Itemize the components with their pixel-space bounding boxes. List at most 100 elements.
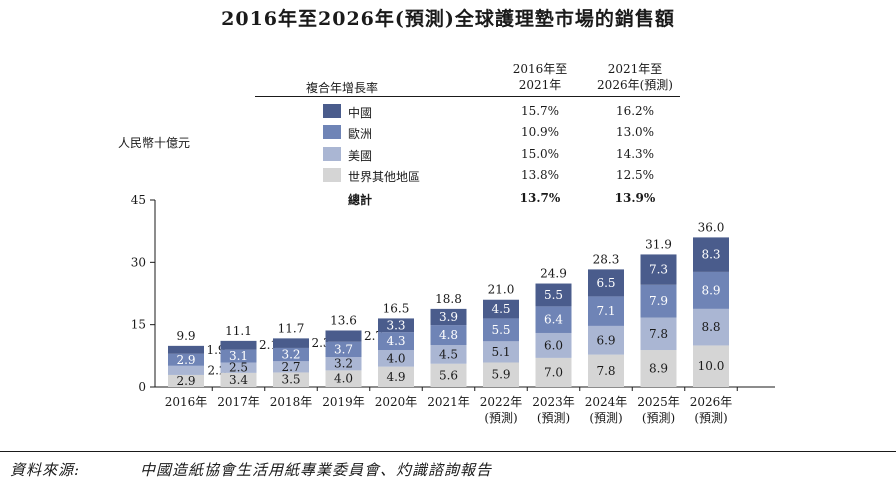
- bar-segment: [378, 366, 414, 387]
- data-label: 6.5: [596, 276, 615, 290]
- data-label: 4.0: [334, 372, 353, 386]
- total-label: 28.3: [593, 252, 620, 266]
- chart-title: 2016年至2026年(預測)全球護理墊市場的銷售額: [221, 8, 675, 30]
- data-label: 2.5: [229, 361, 248, 375]
- data-label: 4.8: [439, 328, 458, 342]
- bar-segment: [483, 341, 519, 363]
- bar-segment: [378, 332, 414, 351]
- data-label: 7.9: [649, 294, 668, 308]
- footer-divider: [0, 451, 896, 452]
- x-tick-label: 2022年: [480, 395, 523, 409]
- data-label: 2.9: [176, 374, 195, 388]
- legend-label-china: 中國: [348, 106, 373, 120]
- cagr-china-2021-2026: 16.2%: [615, 104, 655, 118]
- total-label: 31.9: [645, 237, 672, 251]
- data-label: 3.9: [439, 310, 458, 324]
- data-label: 3.7: [334, 342, 353, 356]
- data-label: 3.4: [229, 373, 248, 387]
- bar-segment: [273, 338, 309, 348]
- source-label: 資料來源:: [10, 461, 81, 479]
- total-label: 13.6: [330, 313, 357, 327]
- legend-swatch-china: [323, 104, 341, 118]
- y-tick-label: 15: [131, 318, 146, 332]
- total-label: 18.8: [435, 292, 462, 306]
- y-tick-label: 30: [131, 255, 146, 269]
- cagr-col1-line2: 2021年: [518, 78, 562, 92]
- data-label: 4.9: [386, 370, 405, 384]
- data-label: 7.0: [544, 365, 563, 379]
- data-label: 4.5: [439, 347, 458, 361]
- data-label: 4.0: [386, 351, 405, 365]
- total-label: 16.5: [383, 301, 410, 315]
- bar-segment: [640, 254, 677, 285]
- bar-segment: [430, 345, 467, 364]
- bar-segment: [693, 308, 729, 346]
- cagr-usa-2021-2026: 14.3%: [615, 147, 655, 161]
- bar-segment: [640, 284, 677, 318]
- bar-segment: [325, 370, 362, 387]
- total-label: 36.0: [698, 220, 725, 234]
- data-label: 10.0: [698, 359, 725, 373]
- bar-segment: [640, 350, 677, 387]
- bar-segment: [535, 306, 572, 333]
- x-tick-label: 2025年: [637, 395, 680, 409]
- data-label: 5.1: [491, 345, 510, 359]
- bar-segment: [325, 330, 362, 342]
- data-label: 7.8: [596, 364, 615, 378]
- bar-segment: [168, 353, 204, 366]
- source-text: 中國造紙協會生活用紙專業委員會、灼識諮詢報告: [140, 461, 493, 479]
- cagr-europe-2016-2021: 10.9%: [520, 125, 560, 139]
- data-label: 3.5: [281, 373, 300, 387]
- bar-segment: [588, 325, 624, 355]
- bar-segment: [535, 283, 572, 307]
- data-label: 5.9: [491, 368, 510, 382]
- x-tick-label: 2017年: [217, 395, 260, 409]
- bar-segment: [220, 362, 257, 373]
- data-label: 7.8: [649, 327, 668, 341]
- y-axis-label: 人民幣十億元: [118, 136, 191, 150]
- data-label: 2.7: [281, 360, 300, 374]
- data-label: 3.1: [229, 349, 248, 363]
- legend-label-usa: 美國: [348, 149, 373, 163]
- total-label: 11.1: [225, 324, 252, 338]
- cagr-total-label: 總計: [348, 193, 373, 207]
- data-label: 5.6: [439, 368, 458, 382]
- x-tick-label: 2016年: [165, 395, 208, 409]
- bar-segment: [273, 361, 309, 373]
- data-label: 7.3: [649, 263, 668, 277]
- cagr-usa-2016-2021: 15.0%: [520, 147, 560, 161]
- x-tick-label: 2021年: [427, 395, 470, 409]
- bar-segment: [483, 318, 519, 342]
- total-label: 9.9: [176, 329, 195, 343]
- bar-segment: [325, 341, 362, 358]
- legend-swatch-usa: [323, 147, 341, 161]
- bar-segment: [430, 308, 467, 326]
- total-label: 11.7: [278, 321, 305, 335]
- data-label: 8.9: [701, 283, 720, 297]
- bar-segment: [693, 237, 729, 272]
- data-label: 8.9: [649, 362, 668, 376]
- x-tick-sublabel: (預測): [484, 411, 517, 425]
- data-label: 6.9: [596, 333, 615, 347]
- legend-label-rest-of-world: 世界其他地區: [348, 170, 421, 184]
- cagr-china-2016-2021: 15.7%: [520, 104, 560, 118]
- x-tick-sublabel: (預測): [694, 411, 727, 425]
- cagr-total-2021-2026: 13.9%: [614, 191, 656, 205]
- y-tick-label: 45: [131, 193, 146, 207]
- data-label: 4.5: [491, 302, 510, 316]
- bar-segment: [693, 271, 729, 309]
- data-label: 4.3: [386, 334, 405, 348]
- bar-segment: [220, 340, 257, 350]
- legend-swatch-europe: [323, 125, 341, 139]
- bar-segment: [168, 374, 204, 387]
- x-tick-label: 2020年: [375, 395, 418, 409]
- bar-segment: [588, 269, 624, 297]
- bar-segment: [483, 299, 519, 319]
- x-tick-label: 2019年: [322, 395, 365, 409]
- bar-segment: [325, 357, 362, 371]
- bar-segment: [378, 318, 414, 333]
- x-tick-label: 2026年: [690, 395, 733, 409]
- cagr-col2-line2: 2026年(預測): [597, 78, 673, 92]
- data-label: 7.1: [596, 304, 615, 318]
- cagr-header-label: 複合年增長率: [306, 81, 379, 95]
